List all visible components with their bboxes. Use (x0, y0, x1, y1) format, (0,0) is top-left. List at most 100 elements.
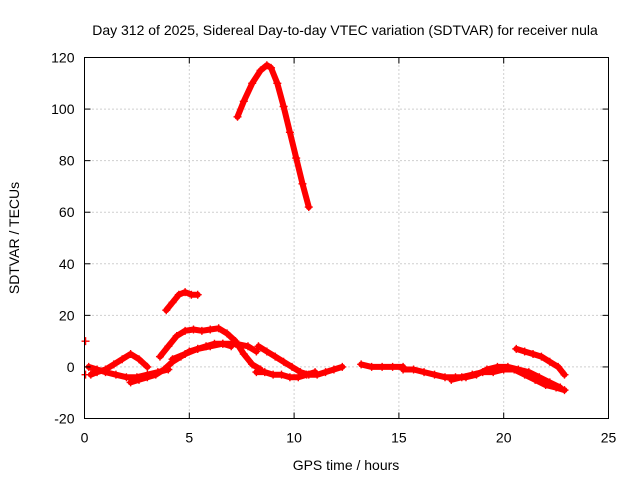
data-point-marker (81, 370, 90, 379)
series-arc-afternoon-b (447, 365, 569, 395)
data-point-marker (499, 365, 508, 374)
y-tick-label: 100 (51, 101, 75, 117)
data-point-marker (185, 347, 194, 356)
data-point-marker (311, 368, 320, 377)
data-point-marker (478, 368, 487, 377)
data-point-marker (279, 102, 288, 111)
data-point-marker (321, 368, 330, 377)
data-point-marker (285, 373, 294, 382)
data-point-marker (239, 350, 248, 359)
x-tick-label: 0 (81, 430, 89, 446)
data-series (81, 61, 569, 395)
x-axis-label: GPS time / hours (293, 457, 400, 473)
y-axis-label: SDTVAR / TECUs (6, 182, 22, 294)
data-point-marker (243, 342, 252, 351)
data-point-marker (441, 373, 450, 382)
data-point-marker (134, 355, 143, 364)
data-point-marker (210, 339, 219, 348)
data-point-marker (388, 362, 397, 371)
data-point-marker (143, 373, 152, 382)
data-point-marker (254, 342, 263, 351)
y-tick-label: 40 (59, 256, 75, 272)
data-point-marker (512, 344, 521, 353)
data-point-marker (118, 355, 127, 364)
data-point-marker (378, 362, 387, 371)
x-tick-label: 15 (391, 430, 407, 446)
data-point-marker (273, 79, 282, 88)
data-point-marker (531, 375, 540, 384)
series-arc-late (512, 344, 569, 379)
data-point-marker (233, 112, 242, 121)
data-point-marker (420, 368, 429, 377)
data-point-marker (126, 350, 135, 359)
data-point-marker (329, 365, 338, 374)
data-point-marker (560, 370, 569, 379)
series-arc-hump (162, 288, 202, 315)
series-arc-mid-b (252, 368, 320, 382)
data-point-marker (143, 362, 152, 371)
data-point-marker (288, 362, 297, 371)
data-point-marker (168, 357, 177, 366)
data-point-marker (252, 368, 261, 377)
data-point-marker (304, 203, 313, 212)
data-point-marker (81, 337, 90, 346)
data-point-marker (223, 329, 232, 338)
y-tick-label: 60 (59, 204, 75, 220)
data-point-marker (510, 365, 519, 374)
data-point-marker (277, 370, 286, 379)
data-point-marker (298, 179, 307, 188)
data-point-marker (545, 357, 554, 366)
data-point-marker (151, 370, 160, 379)
data-point-marker (541, 380, 550, 389)
data-point-marker (292, 154, 301, 163)
data-point-marker (409, 365, 418, 374)
data-point-marker (174, 290, 183, 299)
data-point-marker (520, 347, 529, 356)
data-point-marker (357, 360, 366, 369)
data-point-marker (279, 357, 288, 366)
data-point-marker (155, 352, 164, 361)
data-point-marker (168, 298, 177, 307)
data-point-marker (206, 325, 215, 334)
data-point-marker (109, 360, 118, 369)
data-point-marker (430, 370, 439, 379)
data-point-marker (260, 368, 269, 377)
x-tick-label: 20 (496, 430, 512, 446)
data-point-marker (520, 370, 529, 379)
data-point-marker (252, 347, 261, 356)
data-point-marker (468, 370, 477, 379)
data-point-marker (271, 352, 280, 361)
data-point-marker (267, 63, 276, 72)
data-point-marker (338, 362, 347, 371)
data-point-marker (176, 352, 185, 361)
series-arc-peak (233, 61, 313, 212)
data-point-marker (197, 326, 206, 335)
data-point-marker (457, 373, 466, 382)
x-tick-label: 5 (185, 430, 193, 446)
data-point-marker (489, 368, 498, 377)
data-point-marker (529, 350, 538, 359)
data-point-marker (162, 306, 171, 315)
data-point-marker (554, 362, 563, 371)
data-point-marker (302, 370, 311, 379)
data-point-marker (231, 339, 240, 348)
data-point-marker (214, 324, 223, 333)
data-point-marker (262, 347, 271, 356)
data-point-marker (248, 79, 257, 88)
y-tick-label: 80 (59, 153, 75, 169)
data-point-marker (560, 386, 569, 395)
data-point-marker (285, 128, 294, 137)
data-point-marker (269, 370, 278, 379)
y-tick-label: -20 (54, 411, 74, 427)
data-point-marker (239, 97, 248, 106)
data-point-marker (181, 326, 190, 335)
data-point-marker (189, 325, 198, 334)
data-point-marker (101, 368, 110, 377)
data-point-marker (193, 344, 202, 353)
data-point-marker (262, 61, 271, 70)
axis-ticks: 0 5 10 15 20 25 -20 0 20 40 60 80 100 120 (51, 50, 616, 446)
grid-lines (84, 57, 609, 419)
data-point-marker (248, 360, 257, 369)
series-trace (234, 62, 312, 211)
